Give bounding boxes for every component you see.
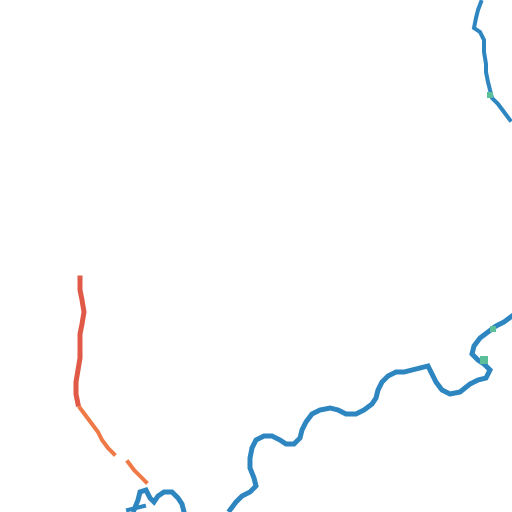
route-left-orange bbox=[77, 405, 117, 457]
route-bottom-center-stub bbox=[125, 503, 147, 512]
green-marker-bottom-2 bbox=[490, 326, 496, 332]
route-bottom-center bbox=[130, 486, 187, 512]
green-marker-bottom bbox=[480, 356, 488, 364]
route-bottom-right bbox=[226, 312, 512, 512]
green-marker-top bbox=[487, 92, 493, 98]
route-left-orange-2 bbox=[125, 459, 149, 485]
route-top-right bbox=[471, 0, 512, 123]
route-left-red bbox=[73, 275, 87, 407]
